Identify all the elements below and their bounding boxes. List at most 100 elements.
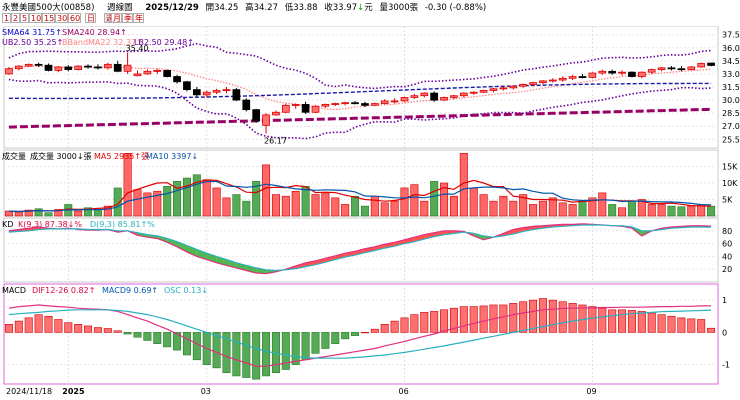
price-annotation: 35.40 xyxy=(126,44,149,53)
volume-bar xyxy=(647,204,656,217)
osc-bar xyxy=(588,306,597,333)
x-axis-label: 09 xyxy=(586,387,596,396)
candle-body xyxy=(153,70,162,72)
volume-bar xyxy=(321,192,330,217)
open-label: 開 xyxy=(205,3,215,13)
period-button-10[interactable]: 季 xyxy=(122,13,133,23)
osc-bar xyxy=(440,309,449,333)
kd-fill xyxy=(186,245,197,257)
candle-body xyxy=(173,76,181,83)
period-button-9[interactable]: 月 xyxy=(111,13,122,23)
osc-bar xyxy=(627,310,636,333)
osc-bar xyxy=(331,332,340,344)
volume-bar xyxy=(192,174,201,217)
osc-bar xyxy=(64,322,73,333)
legend-entry: 成交量 3000↓張 xyxy=(30,151,92,161)
high-value: 34.27 xyxy=(253,3,278,13)
candle-body xyxy=(677,68,686,71)
volume-bar xyxy=(380,202,389,217)
y-tick-label: 40 xyxy=(722,252,732,261)
osc-bar xyxy=(182,332,191,356)
osc-bar xyxy=(420,312,429,333)
y-tick-label: 20 xyxy=(722,265,732,274)
candle-body xyxy=(657,67,666,70)
candle-body xyxy=(450,95,458,98)
y-tick-label: 0 xyxy=(722,328,727,337)
legend-entry: SMA64 31.75↑ xyxy=(2,28,62,37)
kd-fill xyxy=(325,255,336,263)
quote-date: 2025/12/29 xyxy=(145,3,199,13)
candle-body xyxy=(252,109,261,122)
volume-bar xyxy=(687,205,696,217)
volume-bar xyxy=(449,195,458,217)
sma240-line xyxy=(8,107,712,129)
y-tick-label: 1 xyxy=(722,296,727,305)
candle-body xyxy=(351,102,359,105)
volume-bar xyxy=(163,186,172,217)
period-button-6[interactable]: 60 xyxy=(68,13,81,23)
volume-bar xyxy=(558,202,567,217)
kd-fill xyxy=(167,238,178,247)
osc-bar xyxy=(192,332,201,361)
candle-body xyxy=(469,91,478,94)
volume-bar xyxy=(123,153,132,217)
y-tick-label: 60 xyxy=(722,240,732,249)
volume-bar xyxy=(618,207,627,217)
period-button-1[interactable]: 2 xyxy=(11,13,20,23)
candle-body xyxy=(301,104,310,113)
volume-bar xyxy=(113,187,122,217)
candle-body xyxy=(519,83,528,87)
volume-bar xyxy=(410,184,419,217)
period-label: 週線圖 xyxy=(107,3,133,13)
legend-entry: UB2.50 35.25↑ xyxy=(2,38,63,47)
kd-fill xyxy=(315,258,326,265)
candle-body xyxy=(331,103,340,105)
candle-body xyxy=(94,66,102,69)
period-button-4[interactable]: 15 xyxy=(42,13,55,23)
period-button-7[interactable]: 日 xyxy=(85,13,96,23)
volume-bar xyxy=(202,179,211,217)
volume-unit: 張 xyxy=(409,3,419,13)
osc-bar xyxy=(311,332,320,354)
candle-body xyxy=(637,71,646,77)
candle-body xyxy=(34,63,43,66)
candle-body xyxy=(242,99,251,111)
volume-bar xyxy=(232,194,241,217)
high-label: 高 xyxy=(245,3,254,13)
candle-body xyxy=(420,92,429,97)
osc-bar xyxy=(657,314,666,333)
volume-bar xyxy=(489,200,498,217)
y-tick-label: 30.00 xyxy=(722,96,740,105)
legend-entry: BBandMA22 32.37↑ xyxy=(62,38,143,47)
period-button-11[interactable]: 年 xyxy=(133,13,144,23)
upper-band-line xyxy=(8,42,712,90)
kd-fill xyxy=(473,233,484,240)
volume-bar xyxy=(351,195,360,217)
period-button-5[interactable]: 30 xyxy=(55,13,68,23)
y-tick-label: 5K xyxy=(722,196,733,205)
legend-entry: D(9,3) 85.81↑% xyxy=(90,220,155,229)
legend-entry: DIF12-26 0.82↑ xyxy=(32,286,95,295)
quote-line: 永豐美國500大(00858) 週線圖 2025/12/29 開34.25 高3… xyxy=(2,1,486,13)
candle-body xyxy=(568,76,577,79)
osc-bar xyxy=(667,315,676,333)
open-value: 34.25 xyxy=(214,3,239,13)
volume-bar xyxy=(707,205,716,217)
period-button-2[interactable]: 5 xyxy=(20,13,29,23)
candle-body xyxy=(262,114,270,126)
lower-band-line xyxy=(8,78,712,140)
period-button-0[interactable]: 1 xyxy=(2,13,11,23)
candle-body xyxy=(479,90,488,93)
volume-bar xyxy=(499,195,508,217)
osc-bar xyxy=(499,304,508,333)
legend-entry: LB2.50 29.48↑ xyxy=(134,38,194,47)
volume-bar xyxy=(637,199,646,217)
osc-bar xyxy=(380,324,389,333)
y-tick-label: 36.00 xyxy=(722,44,740,53)
volume-bar xyxy=(519,194,528,217)
candle-body xyxy=(143,70,152,75)
volume-bar xyxy=(173,181,182,217)
period-button-3[interactable]: 10 xyxy=(29,13,42,23)
volume-bar xyxy=(657,204,666,217)
volume-bar xyxy=(479,194,488,217)
